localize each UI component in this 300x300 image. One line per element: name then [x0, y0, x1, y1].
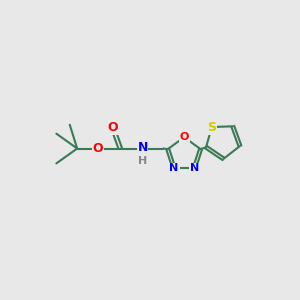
- Text: N: N: [190, 164, 199, 173]
- Text: H: H: [138, 156, 147, 166]
- Text: O: O: [179, 132, 189, 142]
- Text: N: N: [169, 164, 179, 173]
- Text: O: O: [93, 142, 103, 155]
- Text: O: O: [107, 121, 118, 134]
- Text: S: S: [207, 121, 216, 134]
- Text: N: N: [137, 140, 148, 154]
